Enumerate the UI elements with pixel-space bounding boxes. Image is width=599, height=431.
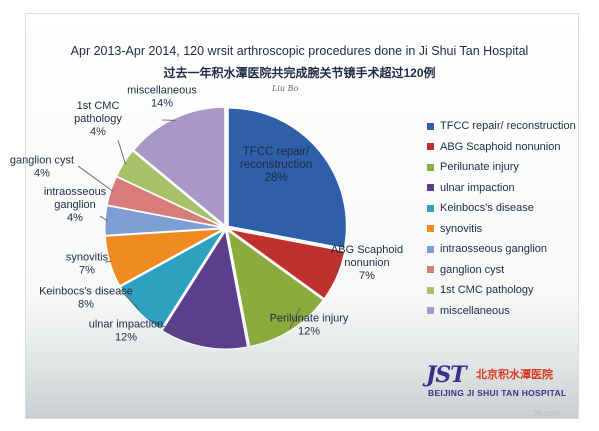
legend: TFCC repair/ reconstruction ABG Scaphoid … bbox=[427, 116, 595, 321]
leader-line-1 bbox=[334, 261, 341, 276]
legend-swatch-2 bbox=[427, 163, 434, 171]
slice-value-label-5: 7% bbox=[79, 265, 95, 277]
pie-slice-7 bbox=[106, 176, 224, 228]
legend-label-7: ganglion cyst bbox=[440, 263, 505, 276]
legend-swatch-7 bbox=[427, 266, 434, 274]
slice-value-label-2: 12% bbox=[298, 326, 320, 338]
chart-title: Apr 2013-Apr 2014, 120 wrsit arthroscopi… bbox=[70, 44, 529, 58]
legend-swatch-6 bbox=[427, 245, 434, 253]
legend-item-8: 1st CMC pathology bbox=[427, 280, 595, 301]
slice-name-label-7: ganglion cyst bbox=[10, 155, 74, 167]
legend-swatch-9 bbox=[427, 307, 434, 315]
pie-slice-0 bbox=[227, 107, 347, 249]
legend-item-1: ABG Scaphoid nonunion bbox=[427, 137, 595, 158]
slice-name-label-5: synovitis bbox=[66, 252, 109, 264]
legend-label-4: Keinbocs's disease bbox=[440, 202, 534, 215]
slice-name-label-6: ganglion bbox=[54, 199, 96, 211]
slice-name-label-9: miscellaneous bbox=[127, 85, 197, 97]
slice-name-label-1: nonunion bbox=[344, 257, 389, 269]
logo-name-en: BEIJING JI SHUI TAN HOSPITAL bbox=[428, 388, 567, 398]
chart-subtitle: 过去一年积水潭医院共完成腕关节镜手术超过120例 bbox=[163, 66, 436, 80]
pie-slice-8 bbox=[116, 150, 224, 227]
legend-item-5: synovitis bbox=[427, 219, 595, 240]
pie-slice-3 bbox=[161, 229, 249, 350]
leader-line-3 bbox=[149, 319, 204, 346]
legend-label-3: ulnar impaction bbox=[440, 181, 515, 194]
slice-value-label-6: 4% bbox=[67, 212, 83, 224]
legend-item-4: Keinbocs's disease bbox=[427, 198, 595, 219]
legend-label-5: synovitis bbox=[440, 222, 483, 235]
slice-value-label-1: 7% bbox=[359, 270, 375, 282]
legend-item-2: Perilunate injury bbox=[427, 157, 595, 178]
hospital-logo: JST 北京积水潭医院 BEIJING JI SHUI TAN HOSPITAL bbox=[426, 362, 578, 402]
slice-name-label-6: intraosseous bbox=[44, 186, 107, 198]
slice-name-label-8: pathology bbox=[74, 113, 122, 125]
slice-name-label-0: TFCC repair/ bbox=[243, 146, 310, 158]
pie-slice-1 bbox=[228, 228, 346, 300]
legend-item-9: miscellaneous bbox=[427, 301, 595, 322]
slice-value-label-0: 28% bbox=[264, 172, 287, 184]
legend-label-6: intraosseous ganglion bbox=[440, 243, 548, 256]
logo-name-cn: 北京积水潭医院 bbox=[476, 369, 553, 381]
legend-label-8: 1st CMC pathology bbox=[440, 284, 534, 297]
legend-label-0: TFCC repair/ reconstruction bbox=[440, 120, 576, 133]
pie-slice-2 bbox=[226, 229, 324, 348]
legend-swatch-1 bbox=[427, 143, 434, 151]
logo-mark: JST bbox=[426, 362, 467, 388]
signature: Liu Bo bbox=[272, 84, 299, 93]
pie-slices bbox=[104, 106, 347, 350]
legend-item-0: TFCC repair/ reconstruction bbox=[427, 116, 595, 137]
pie-slice-6 bbox=[104, 205, 224, 236]
leader-line-7 bbox=[77, 165, 114, 192]
legend-item-7: ganglion cyst bbox=[427, 260, 595, 281]
legend-label-2: Perilunate injury bbox=[440, 161, 519, 174]
pie-slice-9 bbox=[133, 106, 226, 227]
legend-item-6: intraosseous ganglion bbox=[427, 239, 595, 260]
pie-slice-4 bbox=[119, 229, 225, 331]
legend-swatch-4 bbox=[427, 204, 434, 212]
watermark: 39.com bbox=[533, 409, 560, 418]
slice-value-label-3: 12% bbox=[115, 332, 137, 344]
slice-name-label-0: reconstruction bbox=[240, 159, 312, 171]
leader-lines bbox=[77, 119, 341, 346]
slice-name-label-1: ABG Scaphoid bbox=[331, 244, 403, 256]
leader-line-2 bbox=[289, 307, 301, 329]
leader-line-6 bbox=[99, 215, 108, 221]
slice-name-label-2: Perilunate injury bbox=[270, 313, 349, 325]
legend-label-9: miscellaneous bbox=[440, 304, 510, 317]
slice-value-label-8: 4% bbox=[90, 126, 106, 138]
slice-name-label-4: Keinbocs's disease bbox=[39, 286, 133, 298]
legend-swatch-3 bbox=[427, 184, 434, 192]
slice-name-label-3: ulnar impaction bbox=[89, 319, 164, 331]
slice-value-label-4: 8% bbox=[78, 299, 94, 311]
slice-value-label-9: 14% bbox=[151, 98, 173, 110]
legend-swatch-0 bbox=[427, 122, 434, 130]
legend-label-1: ABG Scaphoid nonunion bbox=[440, 140, 561, 153]
slice-name-label-8: 1st CMC bbox=[77, 100, 120, 112]
legend-swatch-5 bbox=[427, 225, 434, 233]
leader-line-4 bbox=[119, 289, 140, 310]
slice-value-label-7: 4% bbox=[34, 168, 50, 180]
leader-line-8 bbox=[117, 139, 126, 165]
legend-item-3: ulnar impaction bbox=[427, 178, 595, 199]
leader-line-5 bbox=[104, 260, 112, 263]
legend-swatch-8 bbox=[427, 286, 434, 294]
